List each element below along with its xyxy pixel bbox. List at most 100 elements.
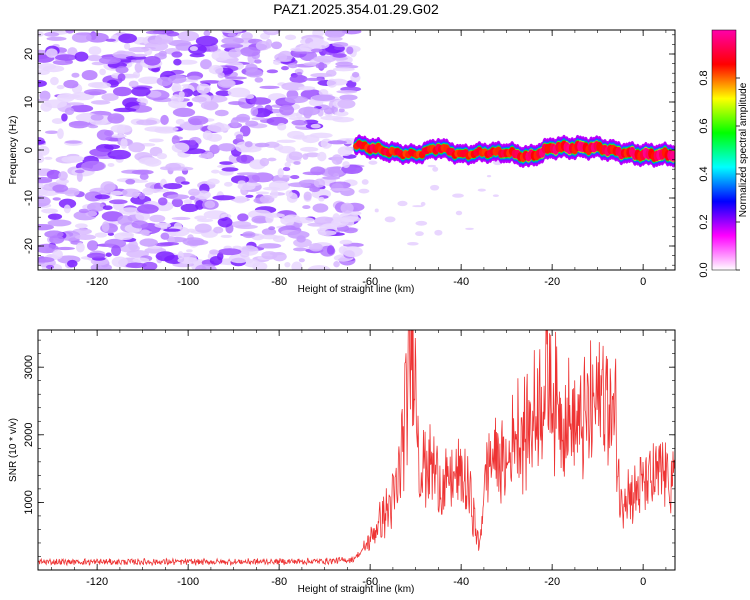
noise-blob — [112, 86, 132, 97]
spectrogram-y-axis-label: Frequency (Hz) — [8, 116, 19, 185]
spectrogram-x-tick-label: -60 — [362, 276, 378, 288]
noise-blob — [38, 98, 49, 102]
noise-blob — [86, 202, 106, 212]
noise-blob — [288, 151, 303, 161]
noise-blob — [317, 151, 327, 162]
noise-blob — [200, 101, 219, 110]
spectrogram-y-tick-label: 20 — [23, 48, 35, 60]
noise-blob — [58, 171, 68, 181]
noise-blob — [180, 181, 190, 185]
noise-blob — [128, 80, 139, 88]
noise-blob — [318, 89, 329, 97]
noise-blob — [302, 205, 311, 210]
noise-blob — [318, 196, 325, 202]
noise-blob — [131, 169, 154, 175]
noise-blob — [206, 178, 220, 185]
noise-blob — [101, 93, 119, 101]
noise-blob — [300, 146, 319, 152]
noise-blob — [228, 48, 242, 58]
noise-blob — [214, 109, 229, 117]
noise-blob — [160, 232, 170, 240]
snr-y-axis-label: SNR (10 * v/v) — [8, 418, 19, 482]
noise-blob — [85, 210, 98, 217]
noise-blob — [96, 129, 112, 141]
noise-blob — [38, 183, 45, 189]
noise-blob — [465, 227, 474, 230]
noise-blob — [220, 43, 244, 49]
noise-blob — [200, 59, 212, 70]
noise-blob — [160, 114, 169, 126]
noise-blob — [407, 241, 419, 246]
noise-blob — [203, 30, 211, 37]
noise-blob — [172, 107, 196, 117]
noise-blob — [258, 243, 282, 249]
noise-blob — [175, 118, 185, 125]
spectrogram-x-tick-label: -80 — [271, 276, 287, 288]
noise-blob — [242, 231, 256, 239]
noise-blob — [163, 183, 183, 190]
noise-blob — [227, 33, 237, 37]
noise-blob — [154, 242, 174, 247]
noise-blob — [212, 195, 236, 201]
noise-blob — [292, 134, 308, 140]
noise-blob — [86, 240, 99, 251]
noise-blob — [211, 169, 220, 174]
noise-blob — [267, 157, 277, 162]
noise-blob — [86, 54, 103, 62]
noise-blob — [313, 55, 337, 63]
snr-y-tick-label: 2000 — [23, 423, 35, 447]
noise-blob — [430, 184, 440, 191]
noise-blob — [166, 194, 190, 200]
noise-blob — [291, 261, 303, 270]
noise-blob — [38, 256, 55, 263]
noise-blob — [63, 79, 79, 89]
noise-blob — [105, 38, 116, 42]
noise-blob — [156, 76, 173, 87]
noise-blob — [251, 117, 266, 121]
spectrogram-y-tick-label: 0 — [23, 147, 35, 153]
noise-blob — [125, 262, 147, 269]
noise-blob — [171, 135, 180, 145]
noise-blob — [87, 82, 104, 88]
spectrogram-y-tick-label: -10 — [23, 190, 35, 206]
noise-blob — [312, 203, 329, 213]
noise-blob — [38, 195, 51, 207]
noise-blob — [309, 186, 321, 193]
noise-blob — [324, 30, 346, 38]
noise-region — [38, 30, 503, 270]
noise-blob — [298, 106, 320, 116]
noise-blob — [284, 261, 291, 268]
noise-blob — [100, 181, 116, 193]
noise-blob — [374, 208, 379, 213]
noise-blob — [65, 30, 75, 34]
spectrogram-y-tick-label: 10 — [23, 96, 35, 108]
noise-blob — [315, 63, 328, 69]
noise-blob — [271, 41, 283, 50]
noise-blob — [341, 30, 362, 35]
noise-blob — [286, 192, 298, 203]
ridge-cell — [669, 150, 675, 162]
noise-blob — [171, 198, 184, 208]
noise-blob — [63, 204, 71, 214]
noise-blob — [46, 264, 54, 270]
snr-panel: -120 -100 -80 -60 -40 -20 0 1000 2000 3000 Heigh… — [8, 329, 676, 595]
noise-blob — [151, 67, 161, 73]
noise-blob — [191, 96, 207, 103]
noise-blob — [139, 173, 149, 181]
noise-blob — [187, 115, 209, 125]
noise-blob — [131, 191, 139, 199]
noise-blob — [52, 184, 69, 193]
noise-blob — [71, 32, 92, 43]
snr-x-tick-label: -20 — [544, 576, 560, 588]
noise-blob — [104, 144, 121, 150]
noise-blob — [85, 32, 109, 43]
noise-blob — [101, 221, 110, 233]
colorbar-tick-label: 0.2 — [698, 214, 710, 229]
noise-blob — [46, 169, 62, 180]
noise-blob — [183, 199, 193, 205]
noise-blob — [291, 119, 308, 126]
noise-blob — [120, 138, 128, 149]
noise-blob — [187, 75, 202, 81]
noise-blob — [154, 33, 174, 45]
